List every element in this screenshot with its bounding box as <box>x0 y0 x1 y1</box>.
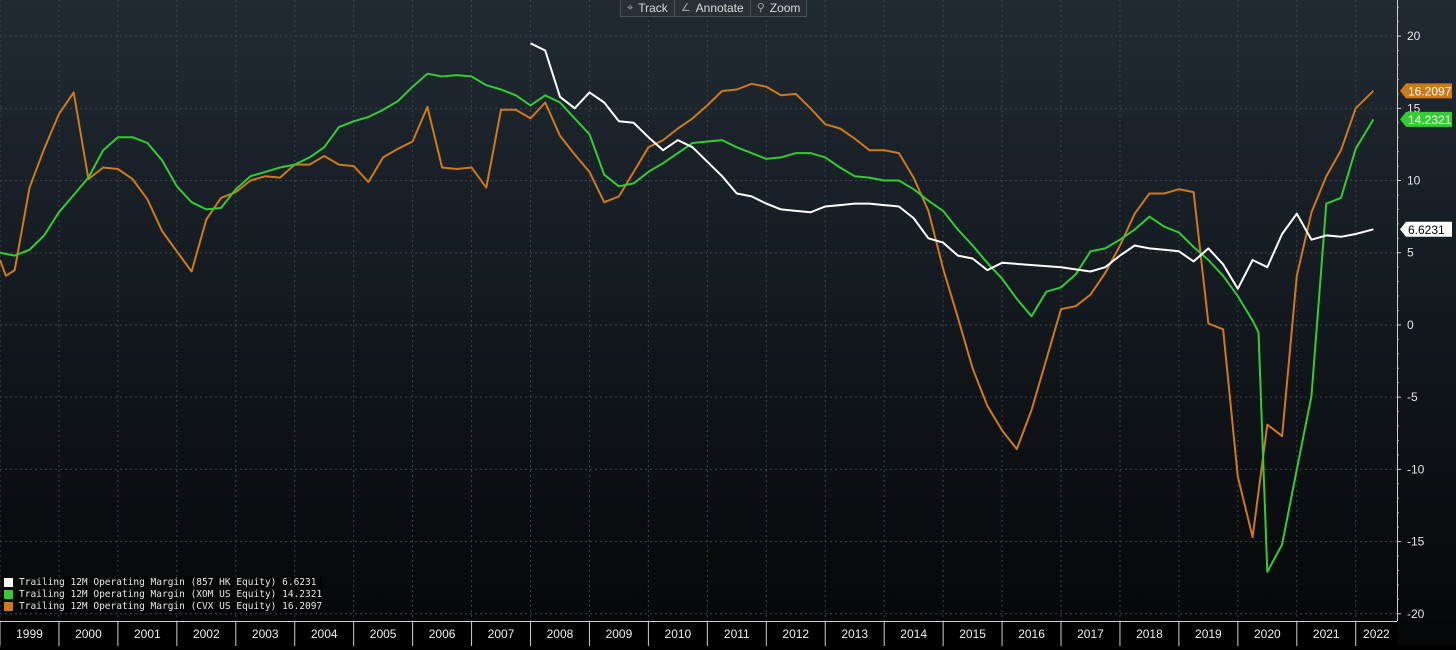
x-tick-label: 2016 <box>1018 627 1045 641</box>
legend-label-cvx: Trailing 12M Operating Margin (CVX US Eq… <box>19 600 277 612</box>
x-tick-label: 2008 <box>547 627 574 641</box>
track-label: Track <box>638 1 668 15</box>
last-value-label-1: 14.2321 <box>1408 113 1452 127</box>
legend-swatch-cvx <box>4 601 13 611</box>
x-tick-label: 2004 <box>311 627 338 641</box>
y-tick-label: 20 <box>1407 29 1421 43</box>
legend-swatch-857 <box>4 577 13 587</box>
magnifier-icon: ⚲ <box>756 2 765 14</box>
y-tick-label: 10 <box>1407 174 1421 188</box>
x-tick-label: 2021 <box>1313 627 1340 641</box>
y-axis: 20 15 10 5 0 -5 -10 -15 -20 <box>1397 0 1425 621</box>
legend-item-cvx: Trailing 12M Operating Margin (CVX US Eq… <box>4 600 322 612</box>
y-tick-label: 0 <box>1407 318 1414 332</box>
legend-value-857: 6.6231 <box>282 576 317 588</box>
x-axis-ticks: 1999 2000 2001 2002 2003 2004 2005 2006 2007 2008… <box>0 622 1390 646</box>
last-value-tag-1 <box>1400 111 1452 127</box>
crosshair-icon: ⌖ <box>627 2 634 14</box>
annotate-label: Annotate <box>695 1 744 15</box>
x-tick-label: 2012 <box>782 627 809 641</box>
legend-item-857: Trailing 12M Operating Margin (857 HK Eq… <box>4 576 322 588</box>
x-tick-label: 2015 <box>959 627 986 641</box>
x-tick-label: 2002 <box>193 627 220 641</box>
y-tick-label: 5 <box>1407 246 1414 260</box>
legend-item-xom: Trailing 12M Operating Margin (XOM US Eq… <box>4 588 322 600</box>
x-tick-label: 2020 <box>1254 627 1281 641</box>
x-tick-label: 2011 <box>724 627 750 641</box>
x-tick-label: 2018 <box>1136 627 1163 641</box>
pencil-icon: ∠ <box>680 2 691 14</box>
x-tick-label: 2014 <box>900 627 927 641</box>
legend-label-xom: Trailing 12M Operating Margin (XOM US Eq… <box>19 588 277 600</box>
x-tick-label: 2017 <box>1077 627 1104 641</box>
last-value-tags: 6.6231 14.2321 16.2097 <box>1400 83 1452 237</box>
grid-layer <box>0 0 1397 621</box>
last-value-label-2: 16.2097 <box>1408 84 1452 98</box>
x-tick-label: 2006 <box>429 627 456 641</box>
legend-label-857: Trailing 12M Operating Margin (857 HK Eq… <box>19 576 277 588</box>
last-value-label-0: 6.6231 <box>1408 223 1445 237</box>
x-tick-label: 1999 <box>16 627 43 641</box>
chart-toolbar: ⌖ Track ∠ Annotate ⚲ Zoom <box>620 0 808 17</box>
x-tick-label: 2019 <box>1195 627 1222 641</box>
x-tick-label: 2005 <box>370 627 397 641</box>
series-line-0 <box>530 42 1374 290</box>
series-line-2 <box>0 82 1375 539</box>
y-tick-label: -10 <box>1407 462 1425 476</box>
x-axis: 1999 2000 2001 2002 2003 2004 2005 2006 2007 2008… <box>0 621 1397 646</box>
annotate-button[interactable]: ∠ Annotate <box>675 0 751 16</box>
last-value-tag-2 <box>1400 83 1452 99</box>
y-tick-label: 15 <box>1407 101 1421 115</box>
zoom-label: Zoom <box>769 1 801 15</box>
x-tick-label: 2013 <box>841 627 868 641</box>
x-tick-label: 2022 <box>1363 627 1390 641</box>
track-button[interactable]: ⌖ Track <box>621 0 675 16</box>
x-tick-label: 2007 <box>488 627 515 641</box>
x-tick-label: 2001 <box>134 627 161 641</box>
x-tick-label: 2010 <box>665 627 692 641</box>
legend: Trailing 12M Operating Margin (857 HK Eq… <box>4 576 323 612</box>
last-value-tag-0 <box>1400 221 1452 237</box>
y-tick-label: -5 <box>1407 390 1418 404</box>
y-tick-label: -20 <box>1407 607 1425 621</box>
legend-value-cvx: 16.2097 <box>282 600 323 612</box>
x-tick-label: 2000 <box>75 627 102 641</box>
zoom-button[interactable]: ⚲ Zoom <box>751 0 807 16</box>
x-tick-label: 2003 <box>252 627 279 641</box>
legend-value-xom: 14.2321 <box>282 588 323 600</box>
x-tick-label: 2009 <box>606 627 633 641</box>
series-layer <box>0 42 1375 573</box>
legend-swatch-xom <box>4 589 13 599</box>
y-tick-label: -15 <box>1407 535 1425 549</box>
series-line-1 <box>0 72 1375 573</box>
